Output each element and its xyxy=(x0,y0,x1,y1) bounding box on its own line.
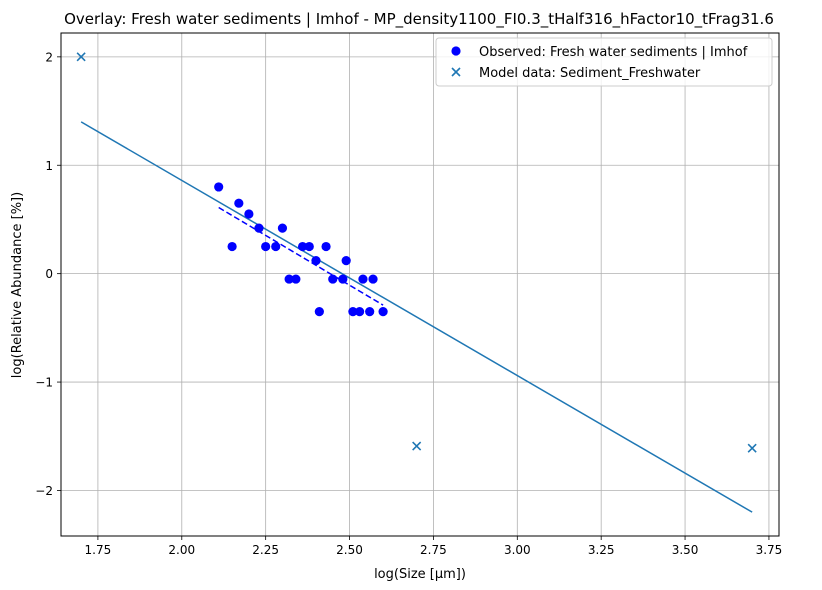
observed-point xyxy=(304,241,314,252)
y-tick-label: 1 xyxy=(45,159,53,173)
y-tick-label: 0 xyxy=(45,267,53,281)
observed-point xyxy=(355,307,365,317)
observed-point xyxy=(244,209,254,219)
chart-title: Overlay: Fresh water sediments | Imhof -… xyxy=(64,10,774,29)
observed-point xyxy=(378,307,388,317)
observed-point xyxy=(284,274,294,284)
observed-point xyxy=(368,274,378,284)
x-tick-label: 2.25 xyxy=(252,543,279,557)
observed-point xyxy=(277,223,288,233)
legend-model-label: Model data: Sediment_Freshwater xyxy=(479,66,701,81)
y-axis: 2 1 0 −1 −2 xyxy=(35,50,61,498)
observed-point xyxy=(261,241,271,252)
y-tick-label: 2 xyxy=(45,50,53,64)
plot-series xyxy=(76,52,757,513)
x-axis: 1.75 2.00 2.25 2.50 2.75 3.00 3.25 3.50 3.75 xyxy=(85,536,783,557)
legend-model-marker xyxy=(451,67,461,77)
x-tick-label: 3.75 xyxy=(756,543,783,557)
x-tick-label: 3.25 xyxy=(588,543,615,557)
x-axis-label: log(Size [µm]) xyxy=(374,567,466,582)
observed-point xyxy=(234,198,244,208)
observed-point xyxy=(341,256,351,266)
model-point xyxy=(412,441,422,451)
observed-point xyxy=(271,241,281,252)
observed-point xyxy=(365,307,375,317)
observed-point xyxy=(254,223,264,233)
legend: Observed: Fresh water sediments | Imhof … xyxy=(435,37,773,87)
legend-frame xyxy=(435,37,773,87)
model-fit-line xyxy=(80,121,753,513)
x-tick-label: 1.75 xyxy=(85,543,112,557)
x-tick-label: 2.00 xyxy=(168,543,195,557)
model-point xyxy=(76,52,86,62)
y-tick-label: −1 xyxy=(35,376,53,390)
observed-point xyxy=(297,241,308,252)
y-axis-label: log(Relative Abundance [%]) xyxy=(10,192,25,378)
observed-point xyxy=(338,274,348,284)
grid xyxy=(61,33,779,536)
legend-observed-marker xyxy=(451,46,461,56)
observed-point xyxy=(328,274,338,284)
observed-point xyxy=(227,241,237,252)
y-tick-label: −2 xyxy=(35,484,53,498)
observed-point xyxy=(311,256,321,266)
observed-point xyxy=(214,182,224,192)
observed-fit-line xyxy=(218,206,384,306)
x-tick-label: 2.75 xyxy=(420,543,447,557)
observed-point xyxy=(314,307,324,317)
observed-point xyxy=(291,274,301,284)
observed-point xyxy=(321,241,331,252)
observed-point xyxy=(358,274,368,284)
observed-point xyxy=(348,307,358,317)
x-tick-label: 2.50 xyxy=(336,543,363,557)
x-tick-label: 3.00 xyxy=(504,543,531,557)
model-point xyxy=(747,443,757,453)
legend-observed-label: Observed: Fresh water sediments | Imhof xyxy=(479,45,748,60)
plot-frame xyxy=(60,32,780,537)
x-tick-label: 3.50 xyxy=(672,543,699,557)
